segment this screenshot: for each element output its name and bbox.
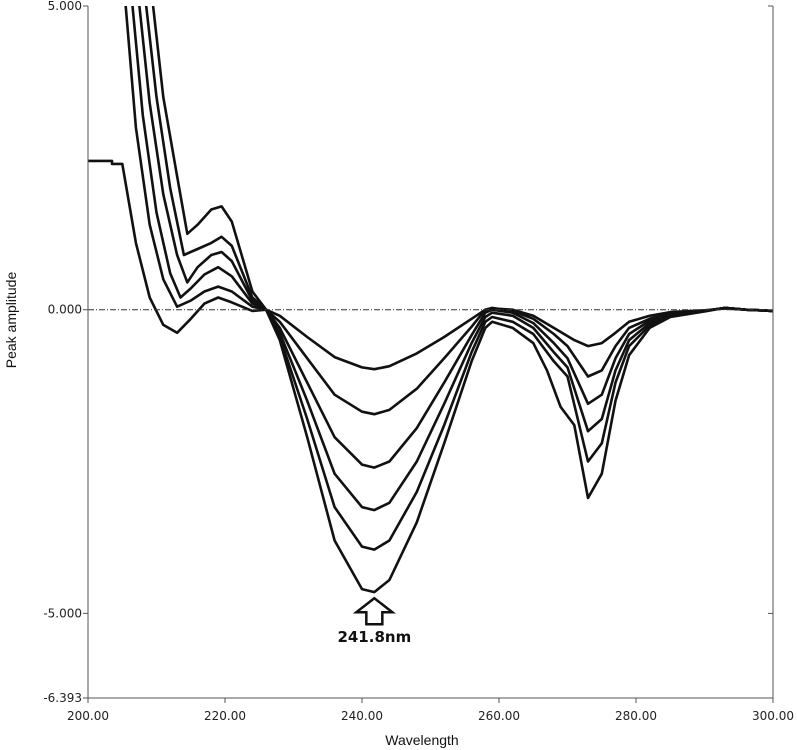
y-axis-title: Peak amplitude [3,272,19,369]
series-line-6 [151,6,773,594]
series-line-5 [144,6,773,551]
series-layer [88,6,773,594]
x-tick-label: 280.00 [615,709,657,723]
series-line-3 [131,6,773,469]
x-axis-title: Wavelength [385,732,458,748]
annotation-label: 241.8nm [337,628,411,646]
series-line-1 [88,159,773,371]
x-tick-label: 220.00 [204,709,246,723]
annotation: 241.8nm [337,596,411,646]
x-tick-label: 240.00 [341,709,383,723]
x-tick-label: 300.00 [752,709,794,723]
x-tick-label: 200.00 [67,709,109,723]
axes: 200.00 220.00 240.00 260.00 280.00 300.00 5.00… [43,0,794,723]
y-tick-label: -6.393 [43,691,82,705]
up-arrow-icon [352,596,396,626]
series-line-2 [124,6,773,416]
y-tick-label: -5.000 [43,606,82,620]
x-tick-label: 260.00 [478,709,520,723]
series-line-4 [138,6,773,512]
y-tick-label: 0.000 [48,303,82,317]
y-tick-label: 5.000 [48,0,82,13]
